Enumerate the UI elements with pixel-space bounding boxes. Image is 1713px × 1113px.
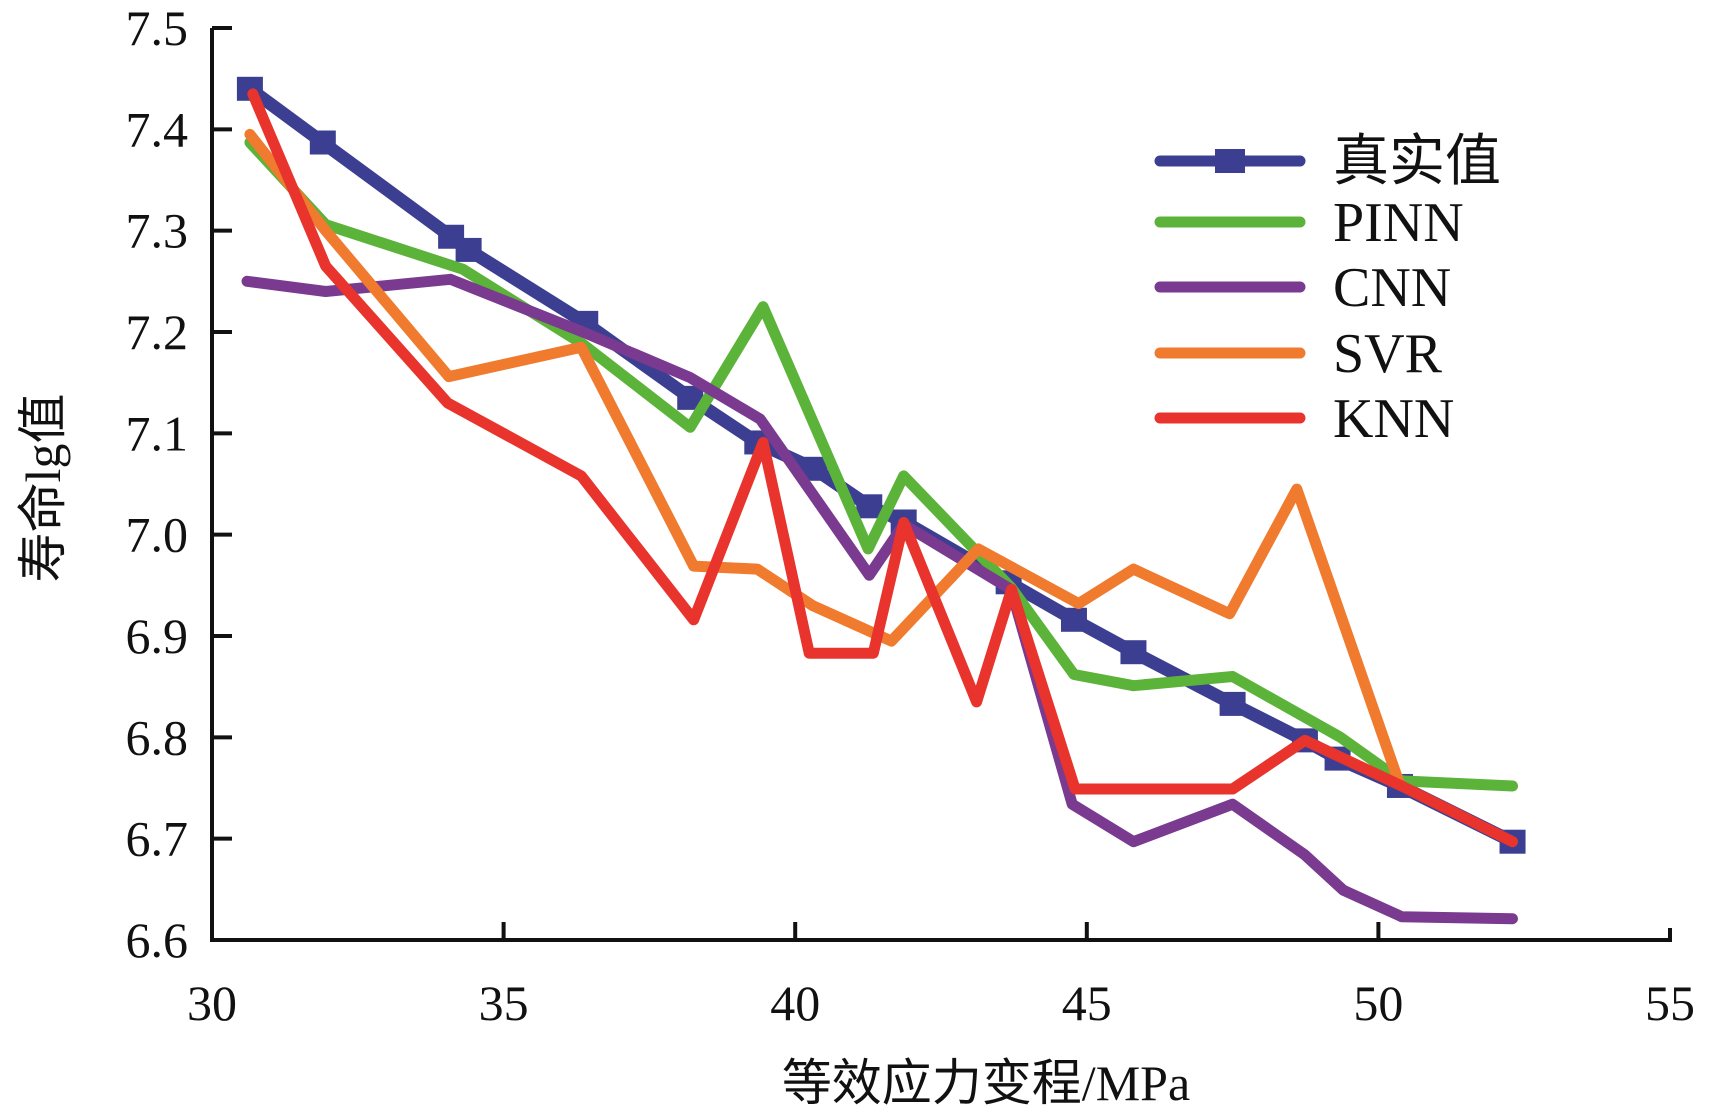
x-tick-label: 50 (1353, 975, 1403, 1031)
series-line (244, 137, 1518, 792)
legend-label: CNN (1333, 257, 1451, 319)
y-ticks: 6.6 6.7 6.8 6.9 7.0 7.1 7.2 7.3 7.4 7.5 (126, 0, 232, 968)
y-tick-label: 7.0 (126, 507, 189, 563)
series-CNN (241, 273, 1518, 925)
x-tick-label: 35 (479, 975, 529, 1031)
x-axis-title: 等效应力变程/MPa (782, 1055, 1190, 1111)
series-line (244, 128, 1405, 788)
series-line (247, 88, 1518, 848)
data-point-marker (1120, 640, 1147, 665)
series-SVR (244, 128, 1405, 788)
legend-item: PINN (1154, 192, 1464, 254)
x-ticks: 30 35 40 45 50 55 (187, 922, 1695, 1031)
legend-label: KNN (1333, 388, 1454, 450)
y-tick-label: 6.9 (126, 608, 189, 664)
y-tick-label: 6.6 (126, 912, 189, 968)
y-tick-label: 7.4 (126, 101, 189, 157)
legend-item: 真实值 (1154, 131, 1501, 193)
series-line (241, 273, 1518, 925)
legend-item: CNN (1154, 257, 1451, 319)
y-tick-label: 6.7 (126, 811, 189, 867)
y-tick-label: 7.3 (126, 203, 189, 259)
x-tick-label: 40 (770, 975, 820, 1031)
legend-marker (1215, 149, 1245, 173)
data-point-marker (1219, 691, 1246, 716)
y-tick-label: 6.8 (126, 709, 189, 765)
series-PINN (244, 137, 1518, 792)
x-tick-label: 45 (1062, 975, 1112, 1031)
x-tick-label: 30 (187, 975, 237, 1031)
data-point-marker (455, 237, 482, 262)
y-axis-title: 寿命lg值 (15, 394, 71, 583)
y-tick-label: 7.2 (126, 304, 189, 360)
legend-item: SVR (1154, 323, 1443, 385)
legend-label: 真实值 (1333, 131, 1501, 193)
axes (210, 26, 1672, 942)
legend-label: PINN (1333, 192, 1464, 254)
y-tick-label: 7.5 (126, 0, 189, 56)
plot-series (236, 76, 1526, 925)
data-point-marker (1060, 607, 1087, 632)
data-point-marker (309, 130, 336, 155)
axis-lines (210, 28, 1672, 942)
data-point-marker (856, 494, 883, 519)
x-tick-label: 55 (1645, 975, 1695, 1031)
legend-item: KNN (1154, 388, 1454, 450)
legend-label: SVR (1333, 323, 1443, 385)
series-KNN (247, 88, 1518, 848)
y-tick-label: 7.1 (126, 405, 189, 461)
